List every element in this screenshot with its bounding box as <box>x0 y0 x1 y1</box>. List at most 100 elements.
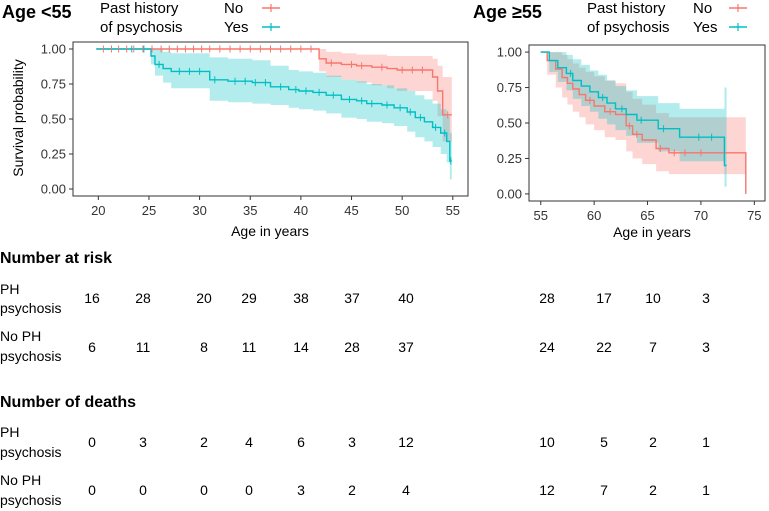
right-ci-band-no <box>540 52 746 194</box>
at-risk-title: Number at risk <box>0 250 112 267</box>
left-legend-key-no <box>262 4 280 12</box>
deaths-row1-left-value: 3 <box>139 434 147 450</box>
deaths-row2-left-value: 3 <box>297 482 305 498</box>
deaths-row2-right-value: 7 <box>600 482 608 498</box>
at-risk-row2-right-value: 7 <box>649 339 657 355</box>
at-risk-row2-right-value: 3 <box>702 339 710 355</box>
left-y-ticks: 0.00 0.25 0.50 0.75 1.00 <box>41 42 73 197</box>
at-risk-row2-left-value: 8 <box>200 339 208 355</box>
at-risk-row1-right-value: 10 <box>645 290 661 306</box>
left-x-tick-label: 50 <box>395 203 409 218</box>
left-legend-title-line2: of psychosis <box>100 19 183 36</box>
at-risk-table: PH psychosis No PH psychosis 16 28 20 29 38 3… <box>0 281 710 364</box>
at-risk-row1-left-value: 29 <box>241 290 257 306</box>
at-risk-row2-left-value: 28 <box>344 339 360 355</box>
deaths-table: PH psychosis No PH psychosis 0 3 2 4 6 3 12 10 5… <box>0 424 710 508</box>
left-legend-label-yes: Yes <box>224 19 248 36</box>
left-legend-title-line1: Past history <box>100 0 179 17</box>
right-legend-label-yes: Yes <box>693 19 717 36</box>
left-panel-title: Age <55 <box>2 2 72 22</box>
at-risk-row1-label-line1: PH <box>0 281 19 297</box>
left-x-tick-label: 20 <box>91 203 105 218</box>
deaths-row1-right-value: 10 <box>539 434 555 450</box>
left-ci-band-yes <box>96 49 452 180</box>
right-y-tick-label: 1.00 <box>497 45 522 60</box>
deaths-row1-right-value: 2 <box>649 434 657 450</box>
at-risk-row1-label-line2: psychosis <box>0 300 61 316</box>
deaths-row2-right-value: 1 <box>702 482 710 498</box>
deaths-row1-left-value: 12 <box>398 434 414 450</box>
right-y-tick-label: 0.50 <box>497 116 522 131</box>
deaths-row1-left-value: 0 <box>88 434 96 450</box>
right-plot-panel: 55 60 65 70 75 0.00 0.25 0.50 0.75 1.00 <box>497 44 766 223</box>
left-x-tick-label: 40 <box>294 203 308 218</box>
right-x-tick-label: 55 <box>534 208 548 223</box>
right-x-tick-label: 70 <box>694 208 708 223</box>
left-survival-curves <box>96 48 452 162</box>
left-censor-marks <box>102 45 452 165</box>
deaths-row2-right-value: 12 <box>539 482 555 498</box>
left-y-axis-label: Survival probability <box>10 59 26 177</box>
deaths-row1-left-value: 3 <box>348 434 356 450</box>
at-risk-row2-label-line1: No PH <box>0 328 41 344</box>
deaths-row1-left-value: 2 <box>200 434 208 450</box>
right-x-tick-label: 65 <box>640 208 654 223</box>
right-legend: Past history of psychosis No Yes <box>587 0 747 36</box>
right-censor-marks <box>570 69 713 157</box>
right-legend-title-line2: of psychosis <box>587 19 670 36</box>
deaths-row2-left-value: 2 <box>348 482 356 498</box>
deaths-row2-left-value: 0 <box>88 482 96 498</box>
right-x-ticks: 55 60 65 70 75 <box>534 201 762 223</box>
right-panel-title: Age ≥55 <box>473 2 542 22</box>
deaths-row2-label-line1: No PH <box>0 472 41 488</box>
left-x-tick-label: 55 <box>446 203 460 218</box>
left-survival-curve-yes <box>96 48 452 162</box>
right-x-tick-label: 60 <box>587 208 601 223</box>
deaths-row2-left-value: 0 <box>245 482 253 498</box>
at-risk-row1-left-value: 16 <box>84 290 100 306</box>
left-y-tick-label: 0.75 <box>41 77 66 92</box>
deaths-row1-left-value: 4 <box>245 434 253 450</box>
at-risk-row1-right-value: 17 <box>596 290 612 306</box>
left-ci-band-no <box>96 49 452 142</box>
deaths-row1-right-value: 1 <box>702 434 710 450</box>
right-x-tick-label: 75 <box>747 208 761 223</box>
at-risk-row2-right-value: 22 <box>596 339 612 355</box>
right-legend-label-no: No <box>693 0 712 17</box>
left-ci-bands <box>96 49 452 180</box>
left-x-tick-label: 25 <box>142 203 156 218</box>
left-plot-panel: 20 25 30 35 40 45 50 55 0.00 0.25 0.50 0.75 1.00 <box>41 41 469 218</box>
at-risk-row2-left-value: 11 <box>242 339 257 355</box>
at-risk-row1-left-value: 20 <box>196 290 212 306</box>
left-y-tick-label: 0.25 <box>41 147 66 162</box>
left-x-tick-label: 30 <box>192 203 206 218</box>
left-x-ticks: 20 25 30 35 40 45 50 55 <box>91 196 460 218</box>
at-risk-row1-left-value: 28 <box>135 290 151 306</box>
at-risk-row2-right-value: 24 <box>539 339 555 355</box>
left-y-tick-label: 1.00 <box>41 42 66 57</box>
right-y-tick-label: 0.75 <box>497 80 522 95</box>
at-risk-row1-left-value: 37 <box>344 290 360 306</box>
right-y-tick-label: 0.25 <box>497 151 522 166</box>
at-risk-row1-left-value: 40 <box>398 290 414 306</box>
deaths-row1-label-line1: PH <box>0 424 19 440</box>
at-risk-row2-left-value: 6 <box>88 339 96 355</box>
deaths-row1-label-line2: psychosis <box>0 444 61 460</box>
at-risk-row1-right-value: 3 <box>702 290 710 306</box>
right-legend-title-line1: Past history <box>587 0 666 17</box>
left-legend-label-no: No <box>224 0 243 17</box>
left-survival-curve-no <box>96 48 452 116</box>
deaths-row2-left-value: 4 <box>402 482 410 498</box>
deaths-row2-left-value: 0 <box>139 482 147 498</box>
left-x-tick-label: 45 <box>344 203 358 218</box>
left-x-axis-label: Age in years <box>231 223 309 239</box>
right-y-tick-label: 0.00 <box>497 186 522 201</box>
deaths-row2-label-line2: psychosis <box>0 492 61 508</box>
at-risk-row1-left-value: 38 <box>293 290 309 306</box>
right-x-axis-label: Age in years <box>613 224 691 240</box>
deaths-row2-left-value: 0 <box>200 482 208 498</box>
right-legend-key-yes <box>729 23 747 31</box>
right-y-ticks: 0.00 0.25 0.50 0.75 1.00 <box>497 45 529 201</box>
at-risk-row2-left-value: 14 <box>293 339 309 355</box>
